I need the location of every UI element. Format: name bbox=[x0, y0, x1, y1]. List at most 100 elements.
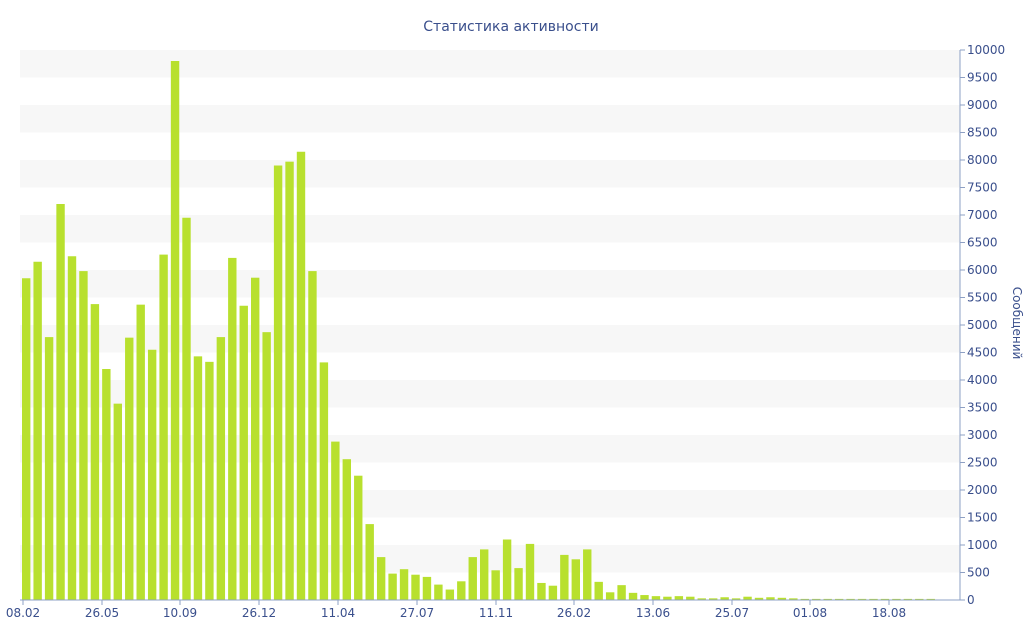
y-tick-label: 2500 bbox=[967, 456, 998, 470]
bar bbox=[525, 543, 535, 600]
bar bbox=[800, 598, 809, 600]
bar bbox=[113, 403, 122, 600]
bar bbox=[548, 585, 558, 600]
chart-title: Статистика активности bbox=[423, 19, 598, 35]
grid-band bbox=[20, 105, 960, 133]
x-tick-label: 13.06 bbox=[636, 606, 670, 620]
x-tick-label: 26.02 bbox=[557, 606, 591, 620]
bar bbox=[159, 254, 168, 600]
bar bbox=[594, 581, 603, 600]
y-tick-label: 2000 bbox=[967, 483, 998, 497]
bar bbox=[319, 362, 329, 600]
bar bbox=[102, 369, 111, 600]
bar bbox=[354, 475, 363, 600]
bar bbox=[193, 356, 203, 600]
bar bbox=[686, 596, 695, 600]
bar bbox=[571, 559, 580, 600]
bar bbox=[273, 165, 283, 600]
y-tick-label: 7500 bbox=[967, 181, 998, 195]
y-axis-ticks: 0 500 1000 1500 2000 2500 3000 3500 4000 4500 5000… bbox=[960, 43, 1005, 607]
bar bbox=[583, 549, 592, 600]
bar bbox=[79, 271, 88, 600]
bar bbox=[628, 592, 638, 600]
x-axis-ticks: 08.02 26.05 10.09 26.12 11.04 27.07 11.11 26.02… bbox=[6, 600, 906, 620]
bar bbox=[754, 597, 764, 600]
bar bbox=[216, 337, 226, 600]
bar bbox=[674, 596, 684, 600]
bar bbox=[869, 598, 878, 600]
bar bbox=[170, 61, 180, 600]
x-tick-label: 26.12 bbox=[242, 606, 276, 620]
bar bbox=[445, 589, 455, 600]
y-tick-label: 3000 bbox=[967, 428, 998, 442]
bar bbox=[731, 598, 741, 600]
y-tick-label: 1000 bbox=[967, 538, 998, 552]
y-tick-label: 9000 bbox=[967, 98, 998, 112]
bar bbox=[480, 549, 489, 600]
x-tick-label: 26.05 bbox=[85, 606, 119, 620]
bar bbox=[663, 596, 672, 600]
bar bbox=[228, 257, 237, 600]
bar bbox=[766, 597, 775, 600]
bar bbox=[880, 598, 890, 600]
bar bbox=[777, 597, 787, 600]
y-axis-title: Сообщений bbox=[1010, 287, 1024, 360]
bar bbox=[846, 598, 855, 600]
bar bbox=[285, 161, 294, 600]
bar bbox=[376, 557, 386, 600]
y-tick-label: 500 bbox=[967, 566, 990, 580]
bar bbox=[308, 271, 317, 600]
bar bbox=[67, 256, 77, 600]
x-tick-label: 01.08 bbox=[793, 606, 827, 620]
bar bbox=[834, 598, 844, 600]
bar bbox=[44, 337, 54, 600]
bar bbox=[617, 585, 626, 600]
bar bbox=[296, 151, 306, 600]
bar bbox=[720, 597, 729, 600]
y-tick-label: 5000 bbox=[967, 318, 998, 332]
x-tick-label: 27.07 bbox=[400, 606, 434, 620]
bar bbox=[915, 598, 924, 600]
bar bbox=[892, 598, 901, 600]
bar bbox=[605, 592, 615, 600]
bar bbox=[640, 595, 649, 600]
bar bbox=[823, 598, 832, 600]
bar bbox=[331, 441, 340, 600]
bar bbox=[514, 568, 523, 600]
bar bbox=[262, 332, 271, 600]
y-tick-label: 0 bbox=[967, 593, 975, 607]
bar bbox=[365, 524, 374, 600]
y-tick-label: 6000 bbox=[967, 263, 998, 277]
bar bbox=[422, 576, 432, 600]
bar bbox=[136, 304, 145, 600]
bar bbox=[22, 278, 31, 600]
y-tick-label: 1500 bbox=[967, 511, 998, 525]
bar bbox=[457, 581, 466, 600]
y-tick-label: 8500 bbox=[967, 126, 998, 140]
x-tick-label: 18.08 bbox=[872, 606, 906, 620]
bar bbox=[239, 305, 248, 600]
bar bbox=[560, 554, 569, 600]
bar bbox=[491, 570, 500, 600]
bar bbox=[537, 582, 546, 600]
y-tick-label: 4000 bbox=[967, 373, 998, 387]
grid-band bbox=[20, 50, 960, 78]
bar bbox=[125, 337, 134, 600]
bar bbox=[697, 598, 706, 600]
y-tick-label: 10000 bbox=[967, 43, 1005, 57]
bar bbox=[342, 459, 351, 600]
bar bbox=[926, 598, 935, 600]
bar bbox=[651, 596, 661, 600]
bar bbox=[812, 598, 821, 600]
bar bbox=[903, 598, 913, 600]
x-tick-label: 10.09 bbox=[163, 606, 197, 620]
grid-band bbox=[20, 160, 960, 188]
x-tick-label: 11.11 bbox=[479, 606, 513, 620]
bar bbox=[147, 349, 157, 600]
x-tick-label: 11.04 bbox=[321, 606, 355, 620]
y-tick-label: 8000 bbox=[967, 153, 998, 167]
bar bbox=[468, 557, 477, 600]
x-tick-label: 25.07 bbox=[715, 606, 749, 620]
